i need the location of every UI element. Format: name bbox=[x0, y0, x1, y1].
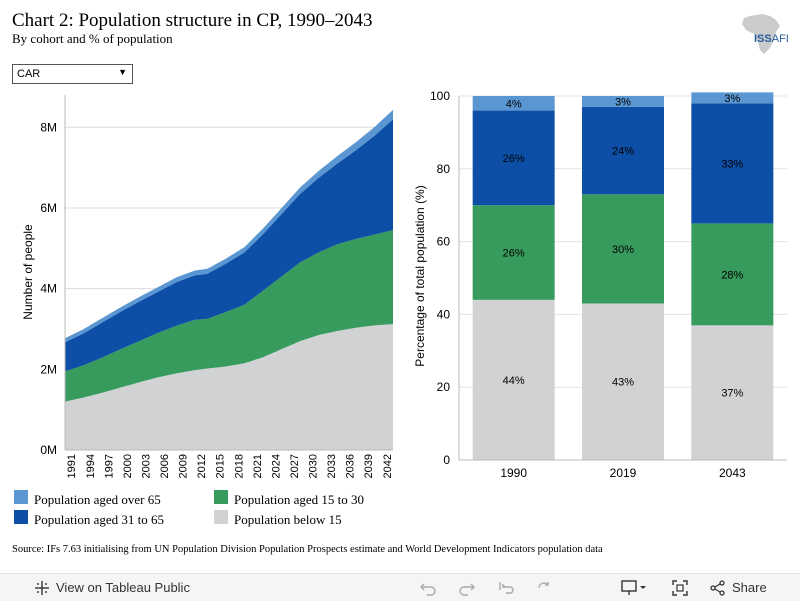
bar-ytick-label: 80 bbox=[437, 162, 451, 176]
legend-swatch bbox=[14, 490, 28, 504]
bar-segment bbox=[582, 194, 664, 304]
area-xtick-label: 2039 bbox=[363, 454, 375, 478]
area-ytick-label: 8M bbox=[40, 120, 57, 134]
tableau-toolbar: View on Tableau Public Share bbox=[0, 573, 800, 601]
legend-label: Population aged 31 to 65 bbox=[34, 512, 164, 527]
area-ytick-label: 0M bbox=[40, 443, 57, 457]
bar-segment bbox=[472, 110, 555, 206]
area-xtick-label: 2009 bbox=[178, 454, 190, 478]
country-filter-select[interactable]: CAR ▼ bbox=[12, 64, 133, 84]
legend-label: Population below 15 bbox=[234, 512, 342, 527]
area-xtick-label: 2036 bbox=[345, 454, 357, 478]
bar-segment bbox=[472, 96, 555, 111]
refresh-icon[interactable] bbox=[536, 580, 554, 596]
bar-data-label: 43% bbox=[612, 377, 634, 389]
area-xtick-label: 2030 bbox=[308, 454, 320, 478]
bar-segment bbox=[472, 299, 555, 460]
bar-ytick-label: 60 bbox=[437, 235, 451, 249]
area-xtick-label: 2021 bbox=[252, 454, 264, 478]
logo-suffix: AFI bbox=[771, 33, 789, 45]
area-xtick-label: 2015 bbox=[215, 454, 227, 478]
fullscreen-icon[interactable] bbox=[672, 580, 688, 596]
bar-ytick-label: 100 bbox=[430, 89, 450, 103]
view-on-tableau-link[interactable]: View on Tableau Public bbox=[56, 580, 190, 595]
bar-y-axis-label: Percentage of total population (%) bbox=[413, 185, 427, 366]
stacked-bar-chart: 0 20 40 60 80 100 44% 26% 26% 4% 1990 43% 30% 24% 3% 20… bbox=[413, 89, 787, 480]
area-xtick-label: 2003 bbox=[140, 454, 152, 478]
bar-data-label: 24% bbox=[612, 146, 634, 158]
share-icon[interactable] bbox=[710, 580, 726, 596]
area-ytick-label: 4M bbox=[40, 282, 57, 296]
bar-segment bbox=[582, 96, 664, 107]
legend-swatch bbox=[214, 490, 228, 504]
bar-data-label: 26% bbox=[503, 153, 525, 165]
download-icon[interactable] bbox=[621, 580, 647, 596]
area-xtick-label: 2018 bbox=[233, 454, 245, 478]
redo-icon[interactable] bbox=[458, 580, 476, 596]
bar-category-label: 2019 bbox=[610, 466, 637, 480]
bar-data-label: 26% bbox=[503, 248, 525, 260]
area-xtick-label: 1997 bbox=[103, 454, 115, 478]
legend-label: Population aged over 65 bbox=[34, 492, 161, 507]
bar-category-label: 2043 bbox=[719, 466, 746, 480]
area-series bbox=[65, 119, 393, 372]
chart-subtitle: By cohort and % of population bbox=[12, 31, 173, 46]
bar-data-label: 37% bbox=[721, 388, 743, 400]
bar-segment bbox=[691, 223, 774, 326]
chevron-down-icon: ▼ bbox=[118, 67, 127, 77]
bar-data-label: 4% bbox=[506, 98, 522, 110]
bar-category-label: 1990 bbox=[500, 466, 527, 480]
legend-label: Population aged 15 to 30 bbox=[234, 492, 364, 507]
bar-ytick-label: 40 bbox=[437, 307, 451, 321]
area-chart: 0M 2M 4M 6M 8M 1991 1994 1997 2000 2003 2006 2009 20… bbox=[21, 95, 394, 478]
bar-ytick-label: 0 bbox=[443, 453, 450, 467]
country-filter-value: CAR bbox=[17, 68, 41, 80]
bar-data-label: 28% bbox=[721, 269, 743, 281]
area-ytick-label: 2M bbox=[40, 362, 57, 376]
charts-canvas: 0M 2M 4M 6M 8M 1991 1994 1997 2000 2003 2006 2009 20… bbox=[21, 89, 787, 480]
bar-segment bbox=[582, 106, 664, 195]
area-y-axis-label: Number of people bbox=[21, 224, 35, 320]
undo-icon[interactable] bbox=[419, 580, 437, 596]
bar-segment bbox=[582, 303, 664, 460]
tableau-logo-icon bbox=[34, 580, 50, 596]
legend-swatch bbox=[214, 510, 228, 524]
bar-ytick-label: 20 bbox=[437, 380, 451, 394]
bar-data-label: 33% bbox=[721, 158, 743, 170]
chart-title: Chart 2: Population structure in CP, 199… bbox=[12, 10, 373, 31]
area-xtick-label: 2027 bbox=[289, 454, 301, 478]
bar-data-label: 3% bbox=[724, 93, 740, 105]
bar-segment bbox=[472, 205, 555, 300]
share-button[interactable]: Share bbox=[732, 580, 767, 595]
bar-segment bbox=[691, 103, 774, 224]
source-note: Source: IFs 7.63 initialising from UN Po… bbox=[12, 544, 603, 555]
area-xtick-label: 2006 bbox=[159, 454, 171, 478]
bar-segment bbox=[691, 92, 774, 104]
area-xtick-label: 2024 bbox=[270, 454, 282, 478]
area-xtick-label: 2033 bbox=[326, 454, 338, 478]
africa-map-icon bbox=[742, 14, 780, 54]
logo: ISSAFI bbox=[754, 33, 789, 45]
area-xtick-label: 1994 bbox=[85, 454, 97, 478]
area-xtick-label: 1991 bbox=[66, 454, 78, 478]
bar-data-label: 3% bbox=[615, 96, 631, 108]
area-xtick-label: 2000 bbox=[122, 454, 134, 478]
bar-segment bbox=[691, 325, 774, 460]
bar-data-label: 44% bbox=[503, 375, 525, 387]
legend-swatch bbox=[14, 510, 28, 524]
area-series bbox=[65, 324, 393, 450]
area-xtick-label: 2012 bbox=[196, 454, 208, 478]
area-series bbox=[65, 230, 393, 402]
area-xtick-label: 2042 bbox=[382, 454, 394, 478]
area-ytick-label: 6M bbox=[40, 201, 57, 215]
bar-data-label: 30% bbox=[612, 244, 634, 256]
revert-icon[interactable] bbox=[498, 580, 516, 596]
